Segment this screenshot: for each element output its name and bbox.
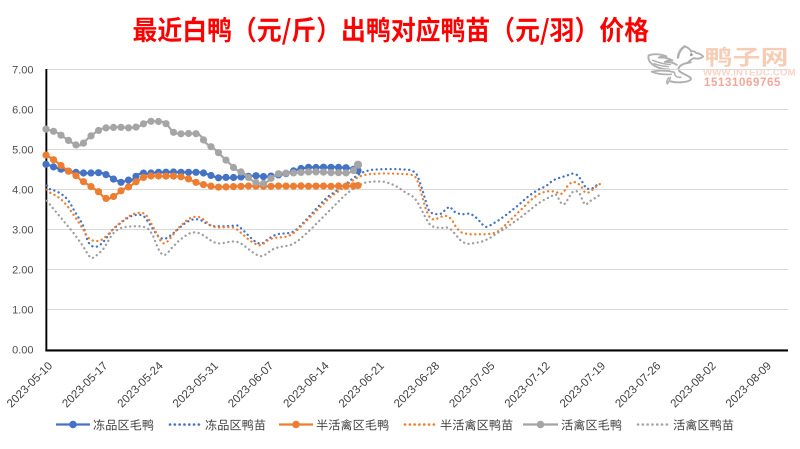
svg-text:7.00: 7.00 [12, 65, 33, 77]
svg-text:0.00: 0.00 [12, 345, 33, 357]
svg-text:3.00: 3.00 [12, 225, 33, 237]
svg-text:2.00: 2.00 [12, 265, 33, 277]
svg-text:1.00: 1.00 [12, 305, 33, 317]
svg-text:15131069765: 15131069765 [704, 77, 781, 89]
svg-text:6.00: 6.00 [12, 105, 33, 117]
svg-text:5.00: 5.00 [12, 145, 33, 157]
svg-text:WWW.INTEDC.COM: WWW.INTEDC.COM [703, 67, 796, 78]
svg-text:4.00: 4.00 [12, 185, 33, 197]
